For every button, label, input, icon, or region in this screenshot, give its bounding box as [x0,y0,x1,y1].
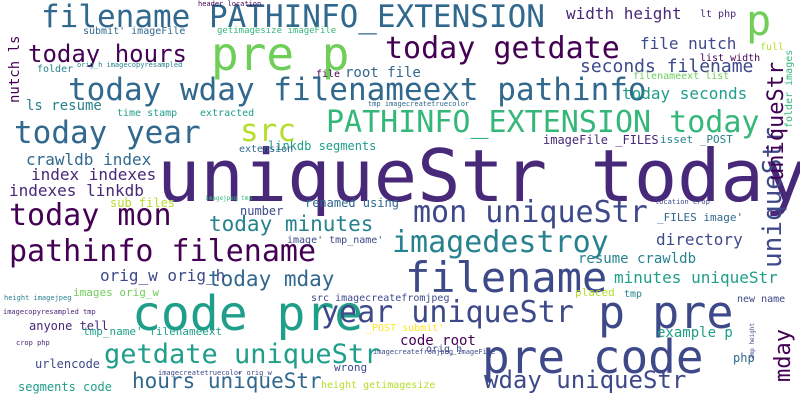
word-list-width: list width [700,53,761,64]
word-mday-vertical: mday [771,329,796,382]
word-hours-unique-str: hours uniqueStr [132,369,322,393]
word-orig-w-orig-h: orig_w orig_h [100,266,226,285]
word-time-stamp: time stamp [117,108,178,119]
word-placed: placed [575,286,615,299]
word-minutes-unique-str: minutes uniqueStr [614,268,778,287]
word-pre-code: pre code [482,330,704,384]
word-crawldb-index: crawldb index [26,150,152,169]
word-renamed-using: renamed using [305,196,399,210]
word-filenameext-list: filenameext list [633,71,730,82]
word-directory: directory [656,230,743,249]
word-files-image: _FILES image' [657,211,744,224]
word-p-pre: p pre [598,286,734,339]
word-unique-str-today: uniqueStr today [157,134,800,218]
word-filename-pathinfo-extension: filename PATHINFO_EXTENSION [41,0,545,35]
word-indexes-linkdb: indexes linkdb [9,181,144,200]
word-imagecreatetruecolor-orig-w: imagecreatetruecolor orig_w [158,369,272,377]
word-tmp: tmp [624,289,643,300]
word-wrong: wrong [334,361,368,374]
word-lt-php: lt php [700,9,737,20]
word-today-seconds: today seconds [622,84,748,103]
word-images-orig-w: images orig_w [73,286,160,299]
word-new-name: new name [737,294,786,305]
word-height-imagejpeg: height imagejpeg [4,294,72,302]
word-linkdb-segments: linkdb segments [268,139,377,153]
word-full: full [760,42,785,53]
word-p: p [746,0,772,45]
word-amp-height-vertical: amp height [749,322,756,359]
word-filename: filename [405,253,608,302]
word-imagecopyresampled-tmp: imagecopyresampled tmp [3,308,96,316]
word-imagedestroy: imagedestroy [392,225,609,260]
word-urlencode: urlencode [35,357,101,371]
word-pathinfo-filename: pathinfo filename [9,234,317,269]
word-code-root: code root [400,333,476,349]
word-mon-unique-str: mon uniqueStr [413,195,648,230]
word-tmp-name-filenameext: tmp_name' filenameext [83,325,223,338]
word-seconds-filename: seconds filename [580,56,754,77]
word-height-getimagesize: height getimagesize [321,380,436,391]
word-extension: extension [239,144,294,155]
word-imagejpeg-tmp: imagejpeg tmp [205,195,252,202]
word-folder-images-vertical: folder images [784,49,795,128]
word-sub-files: sub files [110,196,176,210]
word-today-getdate: today getdate [385,31,620,66]
word-today-mday: today mday [208,267,335,291]
word-resume-crawldb: resume crawldb [578,251,697,267]
word-file: file [316,69,341,80]
word-orig-h: orig_h [426,344,463,355]
word-today-year: today year [14,115,201,151]
word-folder: folder [37,64,74,75]
word-root-file: root file [345,65,421,81]
word-example-p: example p [657,325,733,341]
word-image-tmp-name: image' tmp_name' [287,235,384,246]
word-anyone-tell: anyone tell [29,319,109,333]
word-php: php [733,351,755,365]
word-imagefile-files: imageFile _FILES [543,133,659,147]
word-getimagesize-imagefile: getimagesize imageFile [217,26,337,36]
word-submit-imagefile: submit' imageFile [83,26,186,37]
word-number: number [240,204,284,218]
word-width-height: width height [566,4,682,23]
word-segments-code: segments code [18,380,112,394]
word-location-crop: location crop [655,198,710,206]
word-extracted: extracted [200,108,255,119]
word-post-submit: _POST submit' [366,323,445,334]
word-year-unique-str: year uniqueStr [321,295,574,330]
word-today-wday-filenameext-pathinfo: today wday filenameext pathinfo [68,72,647,108]
word-orig-h-imagecopyresampled: orig_h imagecopyresampled [77,61,183,69]
word-tmp-imagecreatetruecolor: tmp imagecreatetruecolor [368,100,470,108]
word-nutch-ls-vertical: nutch ls [7,35,23,103]
word-header-location: header location [198,0,262,8]
word-src: src [240,113,296,149]
word-index-indexes: index indexes [31,165,157,184]
word-today-hours: today hours [28,40,187,68]
word-crop-php: crop php [16,339,50,347]
word-isset-post: isset _POST [660,133,733,146]
word-ls-resume: ls resume [26,98,102,114]
word-imagecreatefromjpeg-imagefile: imagecreatefromjpeg imageFile [373,348,496,356]
word-wday-unique-str: wday uniqueStr [484,366,687,394]
word-today-mon: today mon [9,198,172,233]
word-pathinfo-extension-today: PATHINFO_EXTENSION today [326,105,760,140]
word-src-imagecreatefromjpeg: src imagecreatefromjpeg [311,293,450,304]
word-today-minutes: today minutes [209,212,374,236]
word-code-pre: code pre [132,286,364,342]
word-pre-p: pre p [211,27,350,81]
word-file-nutch: file nutch [640,34,737,53]
word-getdate-unique-str: getdate uniqueStr [104,339,381,370]
